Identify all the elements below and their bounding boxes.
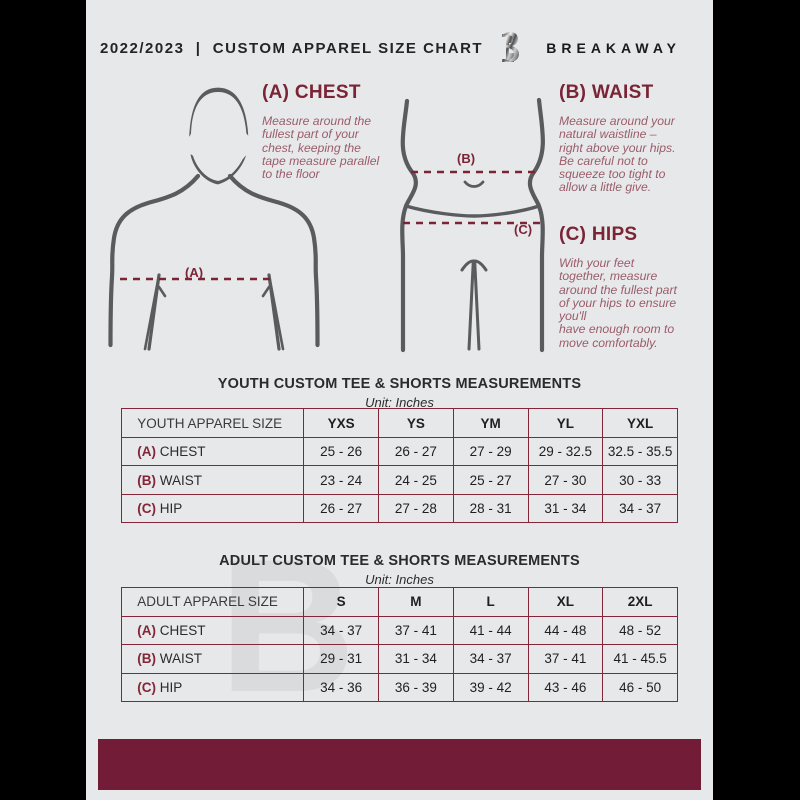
svg-text:(C): (C) <box>514 222 532 237</box>
svg-text:(A): (A) <box>185 265 203 280</box>
svg-text:(B): (B) <box>457 151 475 166</box>
